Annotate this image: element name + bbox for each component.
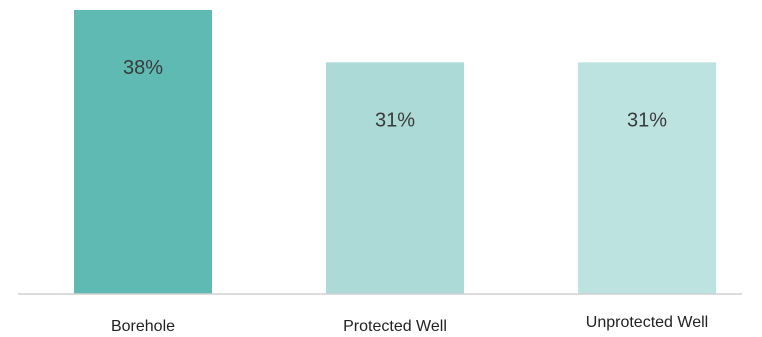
category-label: Unprotected Well <box>586 314 708 331</box>
category-label: Borehole <box>111 318 175 335</box>
bars-group <box>74 10 716 294</box>
bar-borehole <box>74 10 212 294</box>
category-labels-group: Borehole Protected Well Unprotected Well <box>111 314 708 335</box>
data-label: 38% <box>123 57 163 79</box>
value-labels-group: 38% 31% 31% <box>123 57 667 131</box>
bar-protected-well <box>326 62 464 294</box>
category-label: Protected Well <box>343 318 447 335</box>
data-label: 31% <box>375 109 415 131</box>
bar-unprotected-well <box>578 62 716 294</box>
data-label: 31% <box>627 109 667 131</box>
